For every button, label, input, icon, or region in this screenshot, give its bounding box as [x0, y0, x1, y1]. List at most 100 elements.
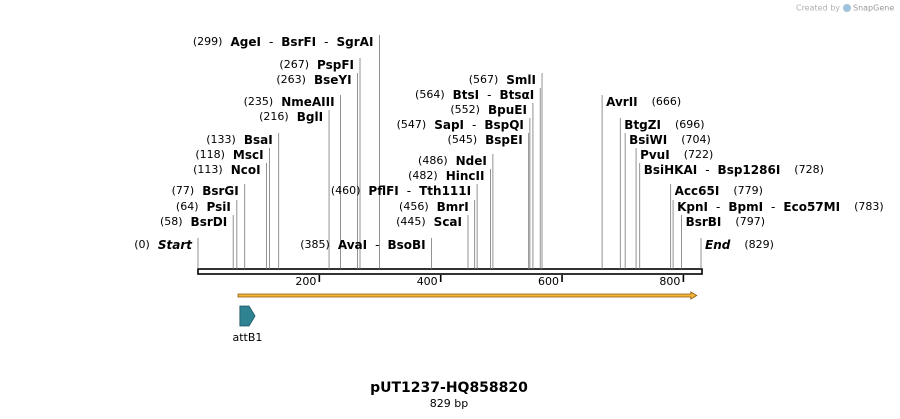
enzyme-name: AvrII: [606, 95, 638, 109]
site-label: BsiWI (704): [629, 133, 711, 147]
site-label: (545) BspEI: [448, 133, 523, 147]
position-label: (299): [193, 35, 223, 48]
position-label: (564): [415, 88, 445, 101]
site-label: (299) AgeI - BsrFI - SgrAI: [193, 35, 374, 49]
feature-arrow: [239, 305, 256, 327]
position-label: (696): [675, 118, 705, 131]
position-label: (482): [408, 169, 438, 182]
site-label: Acc65I (779): [675, 184, 763, 198]
position-label: (728): [794, 163, 824, 176]
enzyme-name: BsrFI: [281, 35, 316, 49]
enzyme-name: MscI: [233, 148, 264, 162]
position-label: (722): [684, 148, 714, 161]
site-label: (235) NmeAIII: [244, 95, 335, 109]
enzyme-name: NdeI: [456, 154, 487, 168]
position-label: (456): [399, 200, 429, 213]
separator: -: [472, 118, 476, 132]
scale-tick-label: 800: [659, 275, 680, 288]
feature-label: attB1: [232, 331, 262, 344]
separator: -: [407, 184, 411, 198]
enzyme-name: ScaI: [434, 215, 462, 229]
site-label: BtgZI (696): [624, 118, 704, 132]
enzyme-name: BsaI: [244, 133, 273, 147]
watermark-icon: [843, 4, 851, 12]
site-label: (77) BsrGI: [172, 184, 239, 198]
position-label: (64): [176, 200, 199, 213]
position-label: (133): [206, 133, 236, 146]
enzyme-name: BsrBI: [686, 215, 722, 229]
enzyme-name: BtsI: [453, 88, 480, 102]
site-label: (216) BglI: [259, 110, 323, 124]
position-label: (460): [331, 184, 361, 197]
enzyme-name: BsiWI: [629, 133, 667, 147]
position-label: (385): [300, 238, 330, 251]
scale-tick-label: 600: [538, 275, 559, 288]
separator: -: [375, 238, 379, 252]
separator: -: [269, 35, 273, 49]
separator: -: [324, 35, 328, 49]
position-label: (235): [244, 95, 274, 108]
position-label: (666): [652, 95, 682, 108]
site-label: BsiHKAI - Bsp1286I (728): [644, 163, 824, 177]
position-label: (263): [276, 73, 306, 86]
enzyme-name: BtsαI: [499, 88, 534, 102]
enzyme-name: BglI: [297, 110, 323, 124]
position-label: (0): [134, 238, 150, 251]
scale-tick-label: 400: [417, 275, 438, 288]
site-label: End (829): [705, 238, 774, 252]
position-label: (58): [160, 215, 183, 228]
site-label: (445) ScaI: [396, 215, 462, 229]
enzyme-name: NmeAIII: [281, 95, 334, 109]
enzyme-name: Tth111I: [419, 184, 471, 198]
end-label: Start: [158, 238, 193, 252]
site-label: (564) BtsI - BtsαI: [415, 88, 534, 102]
site-label: (486) NdeI: [418, 154, 487, 168]
enzyme-name: SapI: [434, 118, 464, 132]
position-label: (545): [448, 133, 478, 146]
scale-tick-label: 200: [295, 275, 316, 288]
separator: -: [705, 163, 709, 177]
position-label: (797): [735, 215, 765, 228]
position-label: (547): [397, 118, 427, 131]
map-title: pUT1237-HQ858820: [370, 380, 528, 396]
enzyme-name: BpuEI: [488, 103, 527, 117]
site-label: (482) HincII: [408, 169, 484, 183]
site-label: (456) BmrI: [399, 200, 469, 214]
enzyme-name: BsrGI: [202, 184, 239, 198]
site-label: (64) PsiI: [176, 200, 231, 214]
enzyme-name: BspQI: [484, 118, 524, 132]
site-label: KpnI - BpmI - Eco57MI (783): [677, 200, 884, 214]
enzyme-name: AgeI: [230, 35, 260, 49]
enzyme-name: BtgZI: [624, 118, 661, 132]
site-label: (58) BsrDI: [160, 215, 227, 229]
enzyme-name: BsiHKAI: [644, 163, 698, 177]
separator: -: [771, 200, 775, 214]
position-label: (552): [450, 103, 480, 116]
enzyme-name: NcoI: [231, 163, 261, 177]
site-label: (118) MscI: [195, 148, 263, 162]
site-label: (113) NcoI: [193, 163, 260, 177]
enzyme-name: Bsp1286I: [718, 163, 781, 177]
position-label: (779): [733, 184, 763, 197]
position-label: (783): [854, 200, 884, 213]
enzyme-name: AvaI: [338, 238, 367, 252]
position-label: (77): [172, 184, 195, 197]
position-label: (118): [195, 148, 225, 161]
enzyme-name: Eco57MI: [783, 200, 840, 214]
position-label: (486): [418, 154, 448, 167]
enzyme-name: SmlI: [506, 73, 536, 87]
enzyme-name: BseYI: [314, 73, 352, 87]
enzyme-name: BsoBI: [387, 238, 425, 252]
enzyme-name: BpmI: [728, 200, 763, 214]
feature-bar: [237, 291, 698, 300]
watermark-brand: SnapGene: [853, 4, 894, 13]
enzyme-name: Acc65I: [675, 184, 720, 198]
separator: -: [487, 88, 491, 102]
enzyme-name: BmrI: [437, 200, 469, 214]
separator: -: [716, 200, 720, 214]
site-label: AvrII (666): [606, 95, 681, 109]
end-label: End: [705, 238, 731, 252]
enzyme-name: BsrDI: [191, 215, 228, 229]
